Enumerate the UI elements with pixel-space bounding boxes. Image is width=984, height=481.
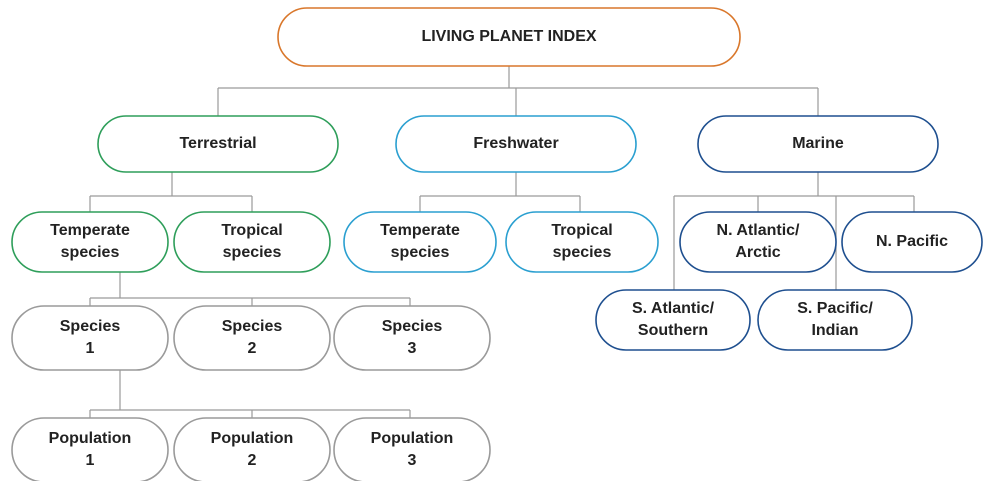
node-box	[333, 305, 491, 371]
node: Species 2	[173, 305, 331, 371]
node: Temperate species	[343, 211, 497, 273]
node: Tropical species	[505, 211, 659, 273]
node: Species 3	[333, 305, 491, 371]
node: S. Pacific/Indian	[757, 289, 913, 351]
node-label: species	[553, 244, 612, 261]
node-box	[505, 211, 659, 273]
node-box	[277, 7, 741, 67]
node-label: species	[61, 244, 120, 261]
node-box	[11, 305, 169, 371]
node-box	[343, 211, 497, 273]
node: S. Atlantic/Southern	[595, 289, 751, 351]
node: Population 1	[11, 417, 169, 481]
node-label: 1	[86, 340, 95, 357]
connector	[217, 66, 819, 116]
node-label: Terrestrial	[179, 135, 256, 152]
node-label: 3	[408, 340, 417, 357]
node-box	[697, 115, 939, 173]
node-box	[173, 211, 331, 273]
node-label: Tropical	[551, 222, 612, 239]
node-box	[757, 289, 913, 351]
node-label: Marine	[792, 135, 844, 152]
node-box	[97, 115, 339, 173]
connectors	[89, 66, 915, 418]
node-label: 1	[86, 452, 95, 469]
node-label: Temperate	[380, 222, 460, 239]
node-label: 2	[248, 340, 257, 357]
node-label: LIVING PLANET INDEX	[421, 28, 596, 45]
node-label: S. Pacific/	[797, 300, 873, 317]
node: Population 3	[333, 417, 491, 481]
node-box	[595, 289, 751, 351]
node: Temperate species	[11, 211, 169, 273]
connector	[89, 272, 411, 306]
node-label: Species	[382, 318, 443, 335]
node: Tropical species	[173, 211, 331, 273]
node-label: species	[391, 244, 450, 261]
node-label: Southern	[638, 322, 708, 339]
node-label: S. Atlantic/	[632, 300, 715, 317]
node-label: N. Atlantic/	[717, 222, 801, 239]
node-label: Freshwater	[473, 135, 558, 152]
node-box	[841, 211, 983, 273]
node-label: 2	[248, 452, 257, 469]
node-label: Population	[371, 430, 454, 447]
node-label: Population	[49, 430, 132, 447]
node-box	[11, 417, 169, 481]
node-label: Indian	[811, 322, 858, 339]
connector	[673, 172, 915, 290]
node: N. Pacific	[841, 211, 983, 273]
node-label: N. Pacific	[876, 233, 948, 250]
node-label: Temperate	[50, 222, 130, 239]
node: Population 2	[173, 417, 331, 481]
node: Freshwater	[395, 115, 637, 173]
connector	[89, 370, 411, 418]
node-box	[679, 211, 837, 273]
node-box	[11, 211, 169, 273]
node-label: Arctic	[735, 244, 780, 261]
node-label: Tropical	[221, 222, 282, 239]
connector	[419, 172, 581, 212]
node-label: Species	[60, 318, 121, 335]
node-box	[173, 305, 331, 371]
node: Terrestrial	[97, 115, 339, 173]
node-box	[173, 417, 331, 481]
connector	[89, 172, 253, 212]
node-label: species	[223, 244, 282, 261]
node: LIVING PLANET INDEX	[277, 7, 741, 67]
node: Species 1	[11, 305, 169, 371]
node: N. Atlantic/Arctic	[679, 211, 837, 273]
node-label: Species	[222, 318, 283, 335]
node-box	[395, 115, 637, 173]
node-label: Population	[211, 430, 294, 447]
node-box	[333, 417, 491, 481]
node: Marine	[697, 115, 939, 173]
node-label: 3	[408, 452, 417, 469]
